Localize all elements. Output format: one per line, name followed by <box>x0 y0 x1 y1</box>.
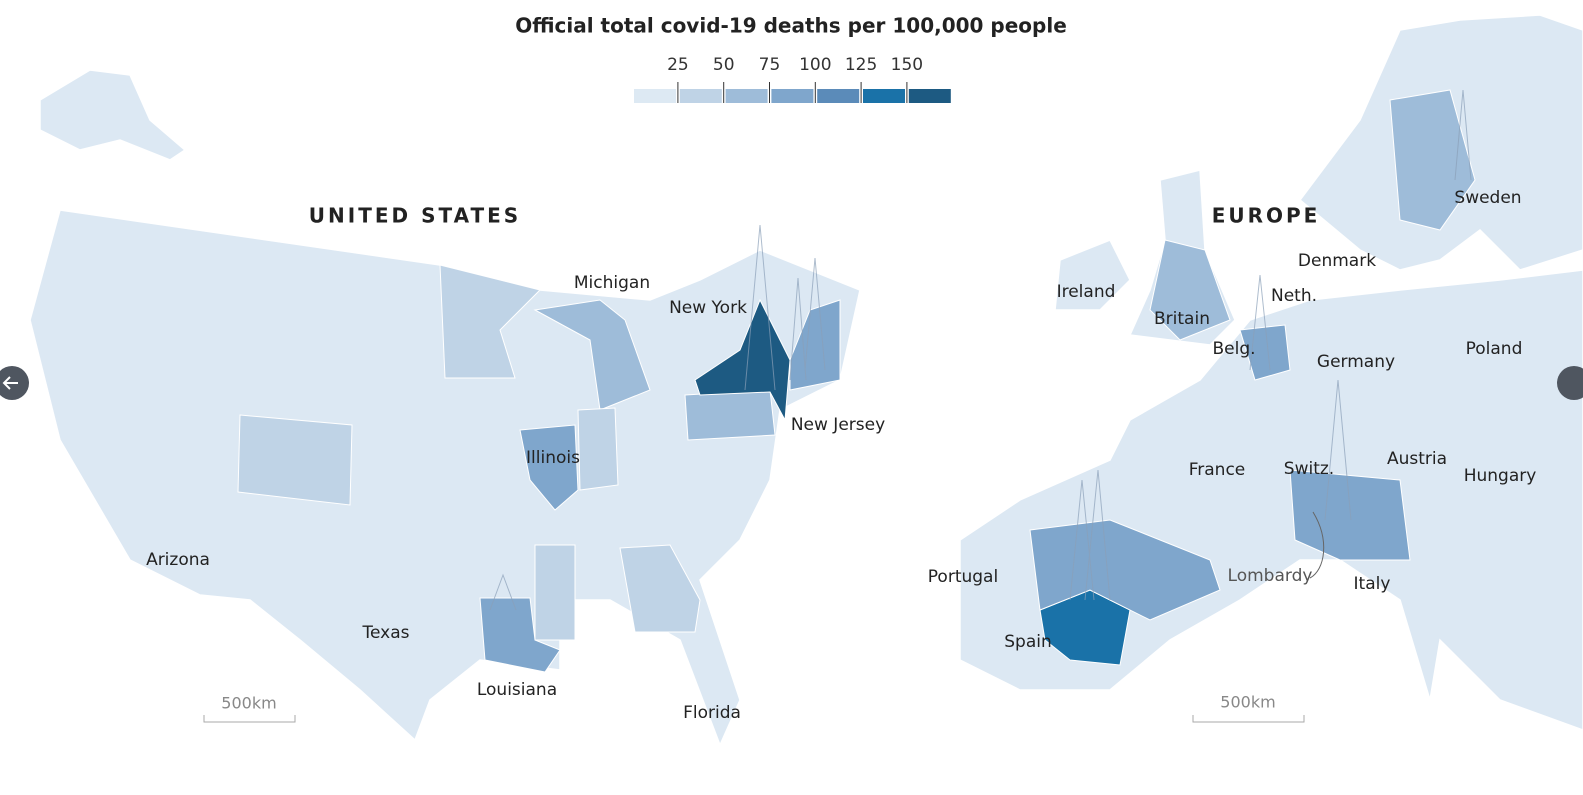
scale-label: 500km <box>1220 693 1275 712</box>
map-heading: EUROPE <box>1212 204 1321 228</box>
new-york <box>694 298 791 422</box>
region-label: Ireland <box>1057 282 1116 302</box>
legend-swatch <box>817 89 860 103</box>
region-label: Texas <box>362 623 410 643</box>
pennsylvania <box>684 389 776 441</box>
north-italy <box>1289 469 1411 561</box>
region-label: Florida <box>683 703 741 723</box>
region-label: Denmark <box>1298 251 1376 271</box>
britain-shade <box>1149 239 1231 341</box>
legend-swatch <box>725 89 768 103</box>
region-label: Portugal <box>928 567 998 587</box>
louisiana <box>479 597 561 673</box>
region-label: Switz. <box>1284 459 1334 479</box>
georgia <box>619 544 701 633</box>
legend-tick-label: 100 <box>799 55 831 75</box>
legend-swatch <box>863 89 905 103</box>
scale-label: 500km <box>221 694 276 713</box>
scale-bar <box>1192 715 1305 723</box>
legend-tick-label: 25 <box>667 55 689 75</box>
legend-swatch <box>634 89 676 103</box>
minnesota <box>439 264 541 379</box>
mississippi <box>534 544 576 641</box>
sweden <box>1389 89 1476 231</box>
michigan <box>533 299 651 411</box>
region-label: Michigan <box>574 273 650 293</box>
colorado <box>237 414 353 506</box>
belgium <box>1239 324 1291 381</box>
region-label: Britain <box>1154 309 1210 329</box>
legend-swatch <box>771 89 814 103</box>
region-label: Belg. <box>1212 339 1255 359</box>
legend-swatch <box>908 89 951 103</box>
illinois <box>519 424 579 511</box>
map-heading: UNITED STATES <box>309 204 521 228</box>
region-label: Arizona <box>146 550 210 570</box>
region-label: Louisiana <box>477 680 557 700</box>
region-label: New York <box>669 298 747 318</box>
scale-bar <box>203 715 296 723</box>
legend-tick-label: 150 <box>891 55 923 75</box>
spike <box>1069 89 1472 601</box>
region-label: Spain <box>1004 632 1052 652</box>
new-england <box>789 299 841 391</box>
ireland <box>1054 239 1131 311</box>
region-label: Italy <box>1354 574 1391 594</box>
legend-tick-label: 50 <box>713 55 735 75</box>
region-label: Neth. <box>1271 286 1317 306</box>
region-label: Hungary <box>1464 466 1537 486</box>
region-label: Sweden <box>1454 188 1521 208</box>
region-label: Lombardy <box>1228 566 1313 586</box>
region-label: Austria <box>1387 449 1447 469</box>
indiana <box>577 407 619 491</box>
region-label: New Jersey <box>791 415 885 435</box>
spike <box>489 224 826 611</box>
us-map <box>29 69 861 747</box>
next-button[interactable] <box>1557 366 1583 400</box>
spain-north <box>1029 519 1221 621</box>
legend-tick-label: 75 <box>759 55 781 75</box>
region-label: Germany <box>1317 352 1395 372</box>
prev-button[interactable] <box>0 366 29 400</box>
legend-swatch <box>679 89 722 103</box>
legend: 25 50 75 100 125 150 <box>634 55 951 103</box>
alaska <box>39 69 187 161</box>
legend-tick-label: 125 <box>845 55 877 75</box>
region-label: France <box>1189 460 1246 480</box>
chart-title: Official total covid-19 deaths per 100,0… <box>515 14 1067 38</box>
europe-map <box>959 14 1583 731</box>
region-label: Poland <box>1466 339 1523 359</box>
region-label: Illinois <box>526 448 580 468</box>
leader-line <box>1309 511 1325 579</box>
